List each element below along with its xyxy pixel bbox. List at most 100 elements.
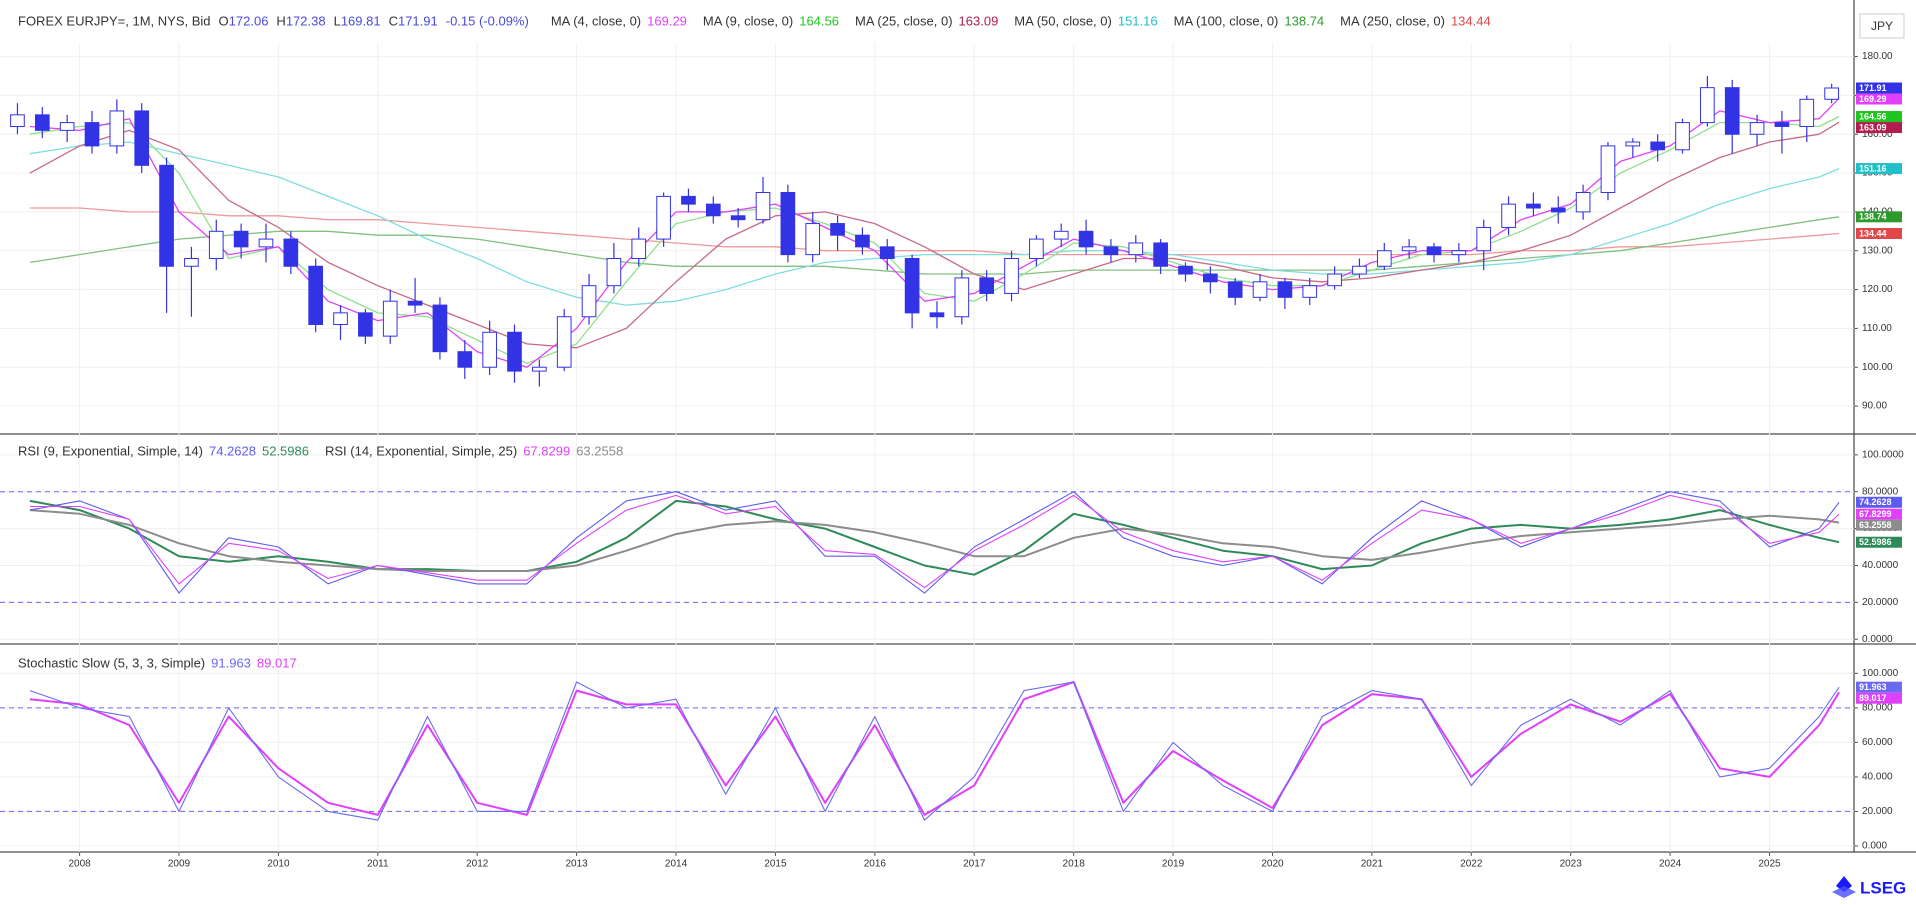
value-tag-label: 171.91	[1859, 83, 1887, 93]
brand-icon	[1832, 886, 1856, 898]
candle-body	[1327, 273, 1342, 287]
candle-body	[1029, 238, 1044, 259]
candle-body	[1153, 242, 1168, 267]
x-tick-label: 2008	[68, 859, 91, 870]
brand: LSEG	[1860, 878, 1906, 897]
legend-value: 163.09	[959, 13, 999, 28]
candle-body	[1575, 191, 1591, 213]
panel: 90.00100.00110.00120.00130.00140.00150.0…	[0, 43, 1893, 434]
value-tag	[1856, 227, 1902, 239]
ma-line	[29, 121, 1840, 349]
quote-value: 172.38	[286, 13, 326, 28]
y-tick-label: 80.0000	[1862, 486, 1899, 497]
quote-value: 172.06	[229, 13, 269, 28]
candle-body	[507, 331, 522, 372]
candle-body	[1178, 265, 1193, 275]
x-tick-label: 2010	[267, 859, 290, 870]
x-tick-label: 2020	[1261, 859, 1284, 870]
y-tick-label: 180.00	[1862, 51, 1893, 62]
ma-line	[29, 97, 1840, 368]
y-tick-label: 100.000	[1862, 668, 1899, 679]
legend-name: RSI (9, Exponential, Simple, 14)	[18, 443, 203, 458]
legend-name: MA (50, close, 0)	[1014, 13, 1112, 28]
candle-body	[184, 257, 199, 267]
value-tag	[1856, 93, 1902, 105]
candle-body	[929, 312, 945, 318]
y-tick-label: 20.0000	[1862, 597, 1899, 608]
instrument-title: FOREX EURJPY=, 1M, NYS, Bid	[18, 13, 211, 28]
candle-body	[730, 215, 746, 221]
candle-body	[159, 164, 174, 267]
candle-body	[606, 257, 622, 287]
legend-name: MA (25, close, 0)	[855, 13, 953, 28]
x-tick-label: 2021	[1361, 859, 1384, 870]
candle-body	[656, 195, 671, 240]
ma-line	[29, 207, 1840, 256]
legend-value: 138.74	[1284, 13, 1324, 28]
y-tick-label: 130.00	[1862, 245, 1893, 256]
quote-change: -0.15 (-0.09%)	[446, 13, 529, 28]
quote-label: C	[389, 13, 398, 28]
legend-value: 52.5986	[262, 443, 309, 458]
candle-body	[1227, 281, 1243, 298]
candle-body	[979, 277, 995, 294]
candle-body	[10, 114, 25, 127]
value-tag	[1856, 681, 1902, 693]
candle-body	[407, 300, 423, 306]
candle-body	[1724, 87, 1740, 135]
candle-body	[1128, 242, 1144, 256]
ma-line	[29, 141, 1840, 306]
x-tick-label: 2011	[367, 859, 389, 870]
panel: 0.000 20.000 40.000 60.000 80.000 100.000	[0, 644, 1899, 852]
y-tick-label: 40.0000	[1862, 560, 1899, 571]
y-tick-label: 90.00	[1862, 401, 1887, 412]
candle-body	[233, 230, 249, 248]
value-tag	[1856, 519, 1902, 531]
value-tag	[1856, 536, 1902, 548]
x-tick-label: 2019	[1162, 859, 1185, 870]
quote-value: 169.81	[341, 13, 381, 28]
y-tick-label: 110.00	[1862, 323, 1892, 334]
candle-body	[358, 312, 373, 337]
candle-body	[1004, 257, 1019, 294]
x-tick-label: 2014	[665, 859, 688, 870]
x-tick-label: 2025	[1758, 859, 1781, 870]
candle-body	[1700, 87, 1715, 124]
legend-name: MA (250, close, 0)	[1340, 13, 1445, 28]
candle-body	[208, 230, 224, 259]
legend-name: MA (4, close, 0)	[551, 13, 641, 28]
candle-body	[805, 223, 821, 256]
candle-body	[855, 234, 870, 248]
candle-body	[681, 195, 696, 205]
legend-value: 91.963	[211, 655, 251, 670]
legend-name: Stochastic Slow (5, 3, 3, Simple)	[18, 655, 205, 670]
candle-body	[109, 110, 125, 147]
value-tag-label: 163.09	[1859, 122, 1887, 132]
value-tag-label: 164.56	[1859, 111, 1887, 121]
candle-body	[333, 312, 348, 326]
candle-body	[1252, 281, 1268, 298]
value-tag-label: 151.16	[1859, 163, 1887, 173]
candle-body	[34, 114, 50, 131]
candle-body	[904, 257, 920, 314]
candle-body	[1526, 203, 1541, 209]
candle-body	[1824, 87, 1839, 100]
signal-line	[29, 509, 1840, 572]
value-tag	[1856, 122, 1902, 134]
legend-value: 151.16	[1118, 13, 1158, 28]
candle-body	[1501, 203, 1516, 228]
x-tick-label: 2015	[764, 859, 787, 870]
y-tick-label: 40.000	[1862, 772, 1893, 783]
candle-body	[1376, 250, 1392, 267]
x-tick-label: 2009	[168, 859, 191, 870]
indicator-line	[29, 681, 1840, 821]
quote-label: L	[334, 13, 341, 28]
candle-body	[1799, 98, 1815, 127]
x-tick-label: 2016	[864, 859, 887, 870]
currency: JPY	[1871, 19, 1893, 33]
currency-box	[1859, 13, 1905, 39]
value-tag-label: 63.2558	[1859, 520, 1892, 530]
y-tick-label: 80.000	[1862, 703, 1893, 714]
